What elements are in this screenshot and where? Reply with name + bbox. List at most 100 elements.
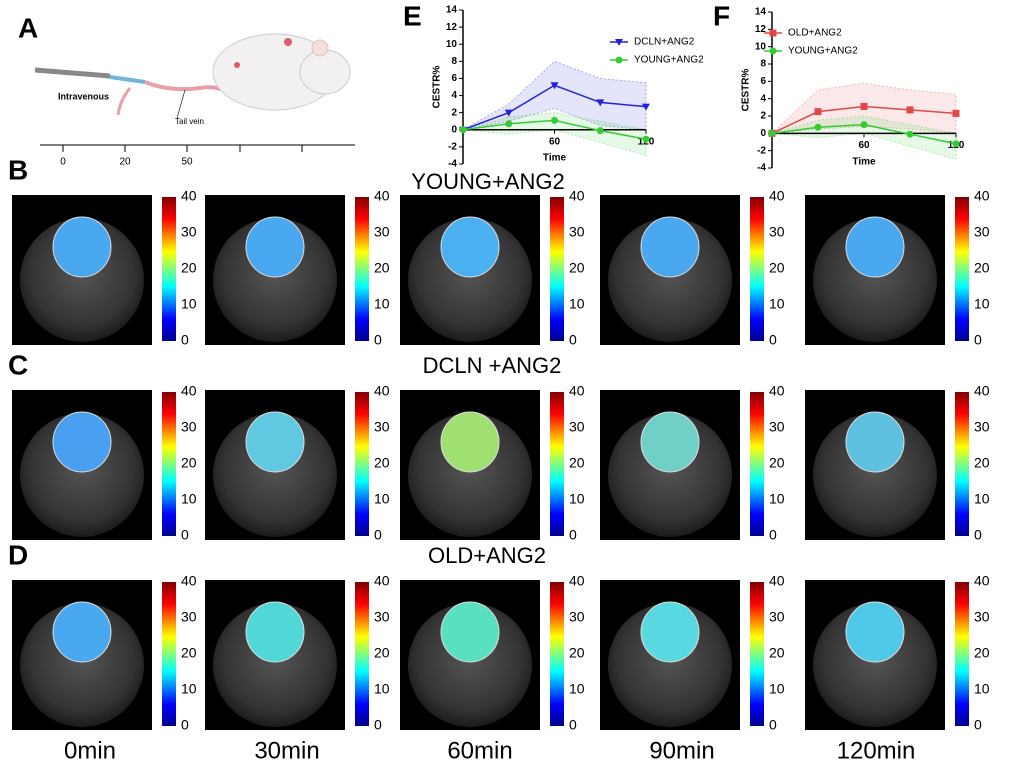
colorbar-label: 30 xyxy=(181,224,197,240)
panel-label: B xyxy=(8,154,28,185)
colorbar-label: 20 xyxy=(769,645,785,661)
colorbar-label: 30 xyxy=(974,609,990,625)
tail-tip xyxy=(116,87,132,116)
timeline-label: 50 xyxy=(181,157,193,168)
column-label: 90min xyxy=(649,737,714,764)
x-tick-label: 60 xyxy=(549,136,561,147)
marker xyxy=(596,127,604,135)
y-tick-label: 0 xyxy=(760,128,766,139)
colorbar-label: 40 xyxy=(974,573,990,589)
legend-label: DCLN+ANG2 xyxy=(634,37,695,48)
syringe xyxy=(34,67,111,79)
brain xyxy=(440,411,500,473)
colorbar xyxy=(550,197,564,341)
colorbar-label: 10 xyxy=(974,491,990,507)
colorbar-label: 30 xyxy=(181,609,197,625)
y-tick-label: 12 xyxy=(446,22,458,33)
y-tick-label: 2 xyxy=(760,111,766,122)
head xyxy=(213,413,337,537)
head xyxy=(813,218,937,342)
colorbar-label: 20 xyxy=(974,260,990,276)
colorbar-label: 20 xyxy=(569,645,585,661)
colorbar-label: 10 xyxy=(769,296,785,312)
x-axis-title: Time xyxy=(543,153,567,164)
head xyxy=(813,413,937,537)
colorbar xyxy=(750,392,764,536)
chart: -4-20246810121460120TimeCESTR%OLD+ANG2YO… xyxy=(741,7,965,174)
colorbar xyxy=(955,197,969,341)
head xyxy=(408,218,532,342)
y-tick-label: 0 xyxy=(451,124,457,135)
head xyxy=(608,413,732,537)
colorbar-label: 20 xyxy=(974,455,990,471)
head xyxy=(20,218,144,342)
colorbar-label: 10 xyxy=(374,296,390,312)
colorbar-label: 0 xyxy=(569,332,577,348)
colorbar-label: 20 xyxy=(374,645,390,661)
colorbar-label: 0 xyxy=(181,527,189,543)
colorbar-label: 20 xyxy=(181,455,197,471)
y-tick-label: 4 xyxy=(451,90,457,101)
colorbar-label: 0 xyxy=(374,527,382,543)
colorbar-label: 40 xyxy=(974,188,990,204)
mouse-head xyxy=(299,49,351,95)
colorbar-label: 30 xyxy=(974,419,990,435)
chart: -4-20246810121460120TimeCESTR%DCLN+ANG2Y… xyxy=(432,5,705,170)
colorbar-label: 0 xyxy=(181,332,189,348)
mouse-ear xyxy=(311,39,329,57)
colorbar xyxy=(750,197,764,341)
colorbar xyxy=(162,582,176,726)
y-tick-label: 6 xyxy=(760,76,766,87)
marker xyxy=(814,108,822,116)
colorbar-label: 10 xyxy=(769,681,785,697)
head xyxy=(608,218,732,342)
legend-label: YOUNG+ANG2 xyxy=(788,46,858,57)
head xyxy=(408,413,532,537)
colorbar-label: 10 xyxy=(974,681,990,697)
marker xyxy=(596,99,605,107)
colorbar-label: 40 xyxy=(769,573,785,589)
marker xyxy=(906,106,914,114)
colorbar-label: 30 xyxy=(569,419,585,435)
marker xyxy=(615,56,623,64)
colorbar-label: 0 xyxy=(769,527,777,543)
brain xyxy=(52,216,112,278)
brain xyxy=(245,411,305,473)
y-tick-label: 14 xyxy=(755,7,767,18)
colorbar-label: 0 xyxy=(974,717,982,733)
row-title: OLD+ANG2 xyxy=(428,543,546,568)
colorbar-label: 30 xyxy=(769,419,785,435)
schematic: Intravenous Tail vein xyxy=(34,33,355,146)
panel-label: E xyxy=(403,0,422,31)
column-label: 60min xyxy=(447,737,512,764)
colorbar-label: 40 xyxy=(181,188,197,204)
colorbar-label: 0 xyxy=(569,527,577,543)
colorbar-label: 20 xyxy=(374,455,390,471)
panel-label: C xyxy=(8,349,28,380)
colorbar xyxy=(355,197,369,341)
y-tick-label: 8 xyxy=(451,56,457,67)
marker xyxy=(906,130,914,138)
colorbar-label: 40 xyxy=(374,188,390,204)
colorbar-label: 10 xyxy=(374,491,390,507)
y-tick-label: 10 xyxy=(446,39,458,50)
marker xyxy=(550,82,559,90)
colorbar xyxy=(355,392,369,536)
colorbar xyxy=(550,392,564,536)
label: Intravenous xyxy=(58,91,109,101)
colorbar-label: 20 xyxy=(769,260,785,276)
head xyxy=(20,413,144,537)
colorbar-label: 20 xyxy=(569,455,585,471)
colorbar-label: 0 xyxy=(974,527,982,543)
colorbar xyxy=(955,392,969,536)
marker xyxy=(952,140,960,148)
colorbar-label: 30 xyxy=(769,609,785,625)
colorbar-label: 30 xyxy=(374,224,390,240)
colorbar-label: 40 xyxy=(769,383,785,399)
colorbar-label: 30 xyxy=(569,609,585,625)
brain xyxy=(640,601,700,663)
column-label: 0min xyxy=(64,737,116,764)
brain xyxy=(845,216,905,278)
colorbar-label: 0 xyxy=(569,717,577,733)
